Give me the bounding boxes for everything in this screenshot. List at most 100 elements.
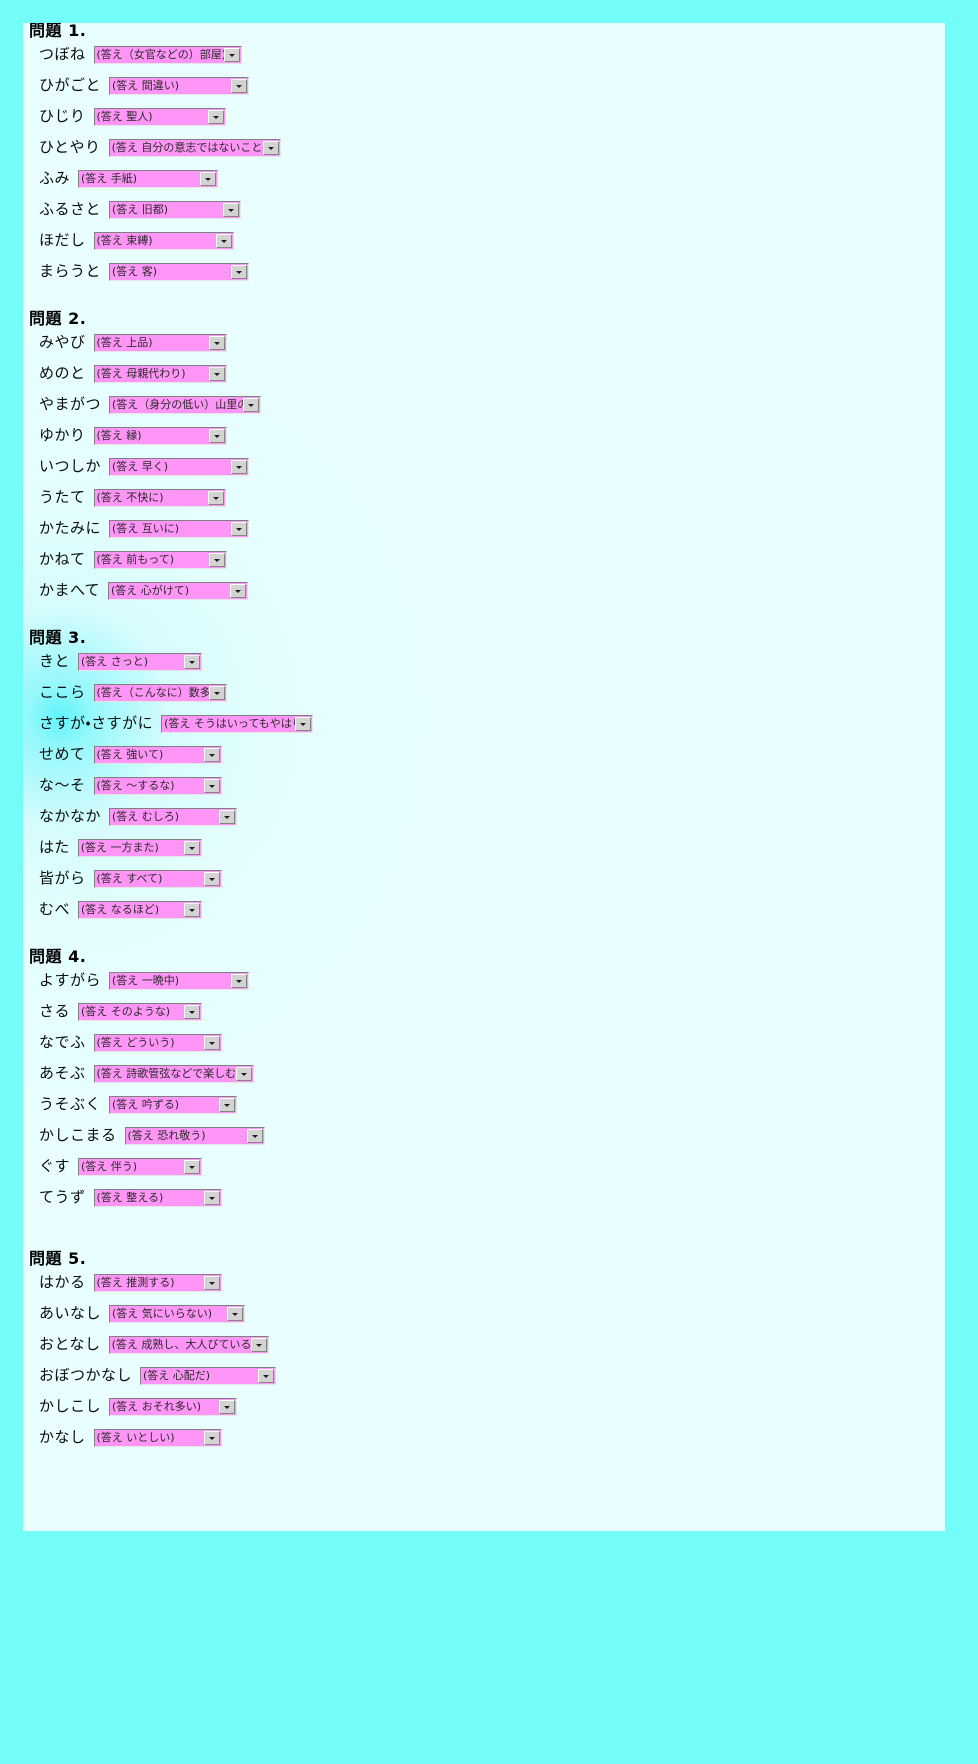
- chevron-down-icon[interactable]: [227, 1306, 244, 1321]
- chevron-down-icon[interactable]: [262, 140, 279, 155]
- answer-dropdown[interactable]: (答え 一晩中): [109, 971, 250, 990]
- question-term: あそぶ: [39, 1064, 86, 1082]
- answer-dropdown[interactable]: (答え（身分の低い）山里の人): [109, 395, 262, 414]
- chevron-down-icon[interactable]: [223, 202, 240, 217]
- question-section: 問題 1. つぼね (答え（女官などの）部屋) ひがごと (答え 間違い) ひじり (答え …: [23, 23, 945, 287]
- answer-dropdown[interactable]: (答え 早く): [109, 457, 250, 476]
- answer-dropdown[interactable]: (答え 上品): [93, 333, 227, 352]
- chevron-down-icon[interactable]: [203, 747, 220, 762]
- answer-dropdown[interactable]: (答え 心配だ): [140, 1366, 277, 1385]
- answer-dropdown[interactable]: (答え 〜するな): [93, 776, 222, 795]
- question-term: なかなか: [39, 807, 102, 825]
- answer-dropdown[interactable]: (答え さっと): [78, 652, 203, 671]
- answer-dropdown[interactable]: (答え 成熟し、大人びている): [108, 1335, 269, 1354]
- answer-dropdown[interactable]: (答え 心がけて): [107, 581, 248, 600]
- chevron-down-icon[interactable]: [207, 109, 224, 124]
- answer-dropdown[interactable]: (答え むしろ): [109, 807, 238, 826]
- chevron-down-icon[interactable]: [295, 716, 312, 731]
- answer-dropdown[interactable]: (答え 伴う): [78, 1157, 203, 1176]
- chevron-down-icon[interactable]: [203, 1035, 220, 1050]
- answer-dropdown[interactable]: (答え 推測する): [93, 1273, 222, 1292]
- question-term: あいなし: [39, 1304, 102, 1322]
- section-title: 問題 1.: [29, 23, 87, 40]
- answer-dropdown[interactable]: (答え 縁): [93, 426, 227, 445]
- answer-dropdown[interactable]: (答え 気にいらない): [109, 1304, 246, 1323]
- chevron-down-icon[interactable]: [203, 1430, 220, 1445]
- chevron-down-icon[interactable]: [219, 1399, 236, 1414]
- answer-dropdown[interactable]: (答え 旧都): [109, 200, 242, 219]
- chevron-down-icon[interactable]: [184, 1159, 201, 1174]
- chevron-down-icon[interactable]: [231, 78, 248, 93]
- answer-dropdown[interactable]: (答え 母親代わり): [93, 364, 227, 383]
- chevron-down-icon[interactable]: [184, 1004, 201, 1019]
- chevron-down-icon[interactable]: [203, 778, 220, 793]
- answer-dropdown-value: (答え そのような): [81, 1004, 171, 1018]
- chevron-down-icon[interactable]: [208, 552, 225, 567]
- question-row: うそぶく (答え 吟ずる): [39, 1089, 945, 1120]
- question-term: ひとやり: [39, 138, 101, 156]
- chevron-down-icon[interactable]: [207, 490, 224, 505]
- answer-dropdown[interactable]: (答え 互いに): [109, 519, 250, 538]
- answer-dropdown[interactable]: (答え（こんなに）数多く): [93, 683, 227, 702]
- answer-dropdown[interactable]: (答え 不快に): [93, 488, 226, 507]
- chevron-down-icon[interactable]: [203, 871, 220, 886]
- answer-dropdown[interactable]: (答え 客): [109, 262, 250, 281]
- answer-dropdown[interactable]: (答え すべて): [93, 869, 222, 888]
- answer-dropdown[interactable]: (答え 間違い): [109, 76, 250, 95]
- question-term: よすがら: [39, 971, 102, 989]
- chevron-down-icon[interactable]: [203, 1275, 220, 1290]
- chevron-down-icon[interactable]: [219, 1097, 236, 1112]
- chevron-down-icon[interactable]: [219, 809, 236, 824]
- answer-dropdown-value: (答え 心配だ): [143, 1368, 211, 1382]
- chevron-down-icon[interactable]: [203, 1190, 220, 1205]
- chevron-down-icon[interactable]: [231, 264, 248, 279]
- chevron-down-icon[interactable]: [258, 1368, 275, 1383]
- chevron-down-icon[interactable]: [215, 233, 232, 248]
- chevron-down-icon[interactable]: [184, 902, 201, 917]
- answer-dropdown[interactable]: (答え 強いて): [93, 745, 222, 764]
- question-term: さすが・さすがに: [39, 714, 154, 732]
- answer-dropdown[interactable]: (答え 一方また): [77, 838, 202, 857]
- answer-dropdown[interactable]: (答え そうはいってもやはり): [161, 714, 314, 733]
- chevron-down-icon[interactable]: [184, 654, 201, 669]
- question-term: かしこし: [39, 1397, 102, 1415]
- answer-dropdown[interactable]: (答え 自分の意志ではないこと): [108, 138, 281, 157]
- chevron-down-icon[interactable]: [229, 583, 246, 598]
- chevron-down-icon[interactable]: [183, 840, 200, 855]
- answer-dropdown[interactable]: (答え いとしい): [93, 1428, 222, 1447]
- chevron-down-icon[interactable]: [246, 1128, 263, 1143]
- chevron-down-icon[interactable]: [208, 428, 225, 443]
- answer-dropdown[interactable]: (答え 恐れ敬う): [124, 1126, 265, 1145]
- chevron-down-icon[interactable]: [200, 171, 217, 186]
- answer-dropdown-value: (答え 吟ずる): [112, 1097, 180, 1111]
- chevron-down-icon[interactable]: [208, 685, 225, 700]
- answer-dropdown[interactable]: (答え 聖人): [93, 107, 226, 126]
- chevron-down-icon[interactable]: [231, 973, 248, 988]
- chevron-down-icon[interactable]: [223, 47, 240, 62]
- answer-dropdown[interactable]: (答え 束縛): [93, 231, 234, 250]
- answer-dropdown[interactable]: (答え 整える): [93, 1188, 222, 1207]
- answer-dropdown[interactable]: (答え 前もって): [93, 550, 227, 569]
- chevron-down-icon[interactable]: [235, 1066, 252, 1081]
- chevron-down-icon[interactable]: [231, 521, 248, 536]
- answer-dropdown[interactable]: (答え 詩歌管弦などで楽しむ): [93, 1064, 254, 1083]
- chevron-down-icon[interactable]: [231, 459, 248, 474]
- question-row: てうず (答え 整える): [39, 1182, 945, 1213]
- answer-dropdown[interactable]: (答え 吟ずる): [109, 1095, 238, 1114]
- chevron-down-icon[interactable]: [243, 397, 260, 412]
- answer-dropdown-value: (答え 母親代わり): [96, 366, 186, 380]
- chevron-down-icon[interactable]: [208, 335, 225, 350]
- answer-dropdown[interactable]: (答え そのような): [78, 1002, 203, 1021]
- question-row: つぼね (答え（女官などの）部屋): [39, 39, 945, 70]
- answer-dropdown[interactable]: (答え（女官などの）部屋): [93, 45, 242, 64]
- answer-dropdown[interactable]: (答え どういう): [93, 1033, 222, 1052]
- answer-dropdown[interactable]: (答え おそれ多い): [109, 1397, 238, 1416]
- question-row: ここら (答え（こんなに）数多く): [39, 677, 945, 708]
- chevron-down-icon[interactable]: [250, 1337, 267, 1352]
- answer-dropdown[interactable]: (答え なるほど): [78, 900, 203, 919]
- chevron-down-icon[interactable]: [208, 366, 225, 381]
- question-term: かなし: [39, 1428, 86, 1446]
- answer-dropdown[interactable]: (答え 手紙): [78, 169, 219, 188]
- question-term: かしこまる: [39, 1126, 117, 1144]
- question-term: ここら: [39, 683, 86, 701]
